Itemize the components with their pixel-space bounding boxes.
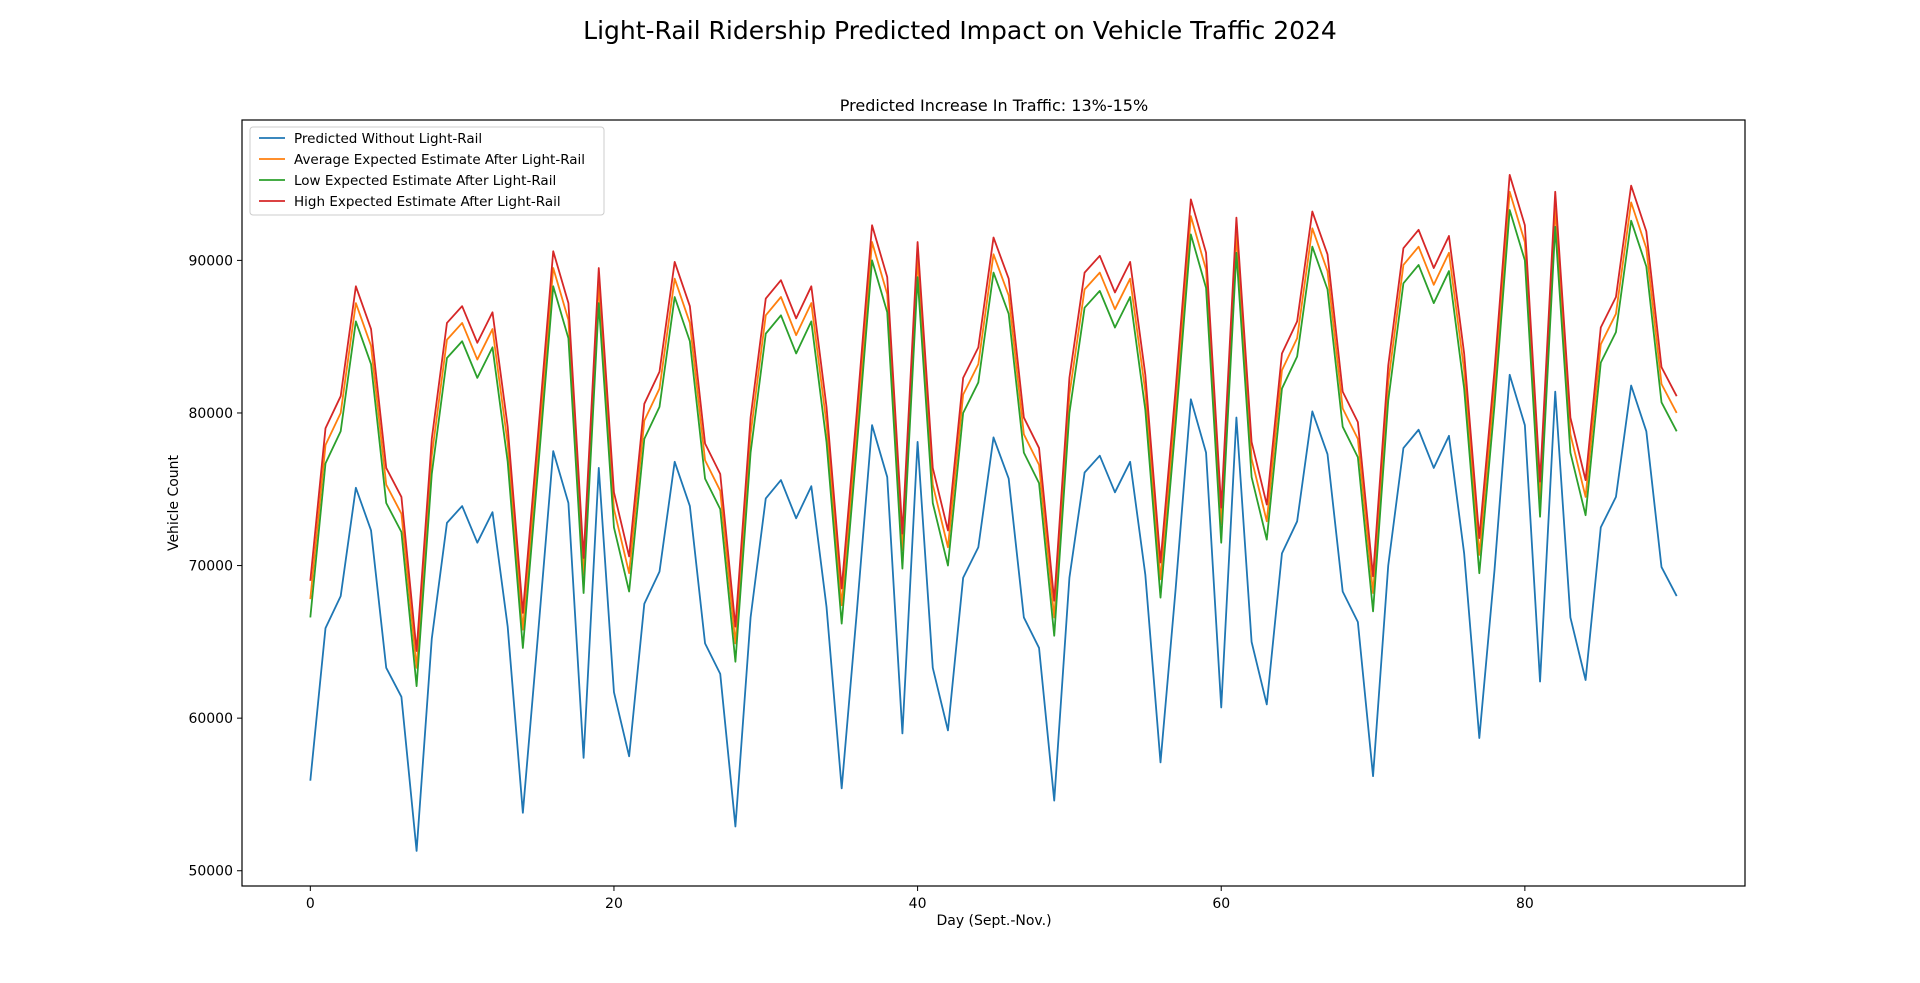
y-tick-label: 50000	[188, 864, 233, 880]
y-tick-label: 80000	[188, 406, 233, 422]
x-axis-ticks: 0 20 40 60 80	[306, 886, 1534, 912]
series-layer	[309, 174, 1678, 852]
legend: Predicted Without Light-Rail Average Expe…	[249, 126, 605, 216]
series-line-2	[309, 190, 1678, 669]
legend-label: Average Expected Estimate After Light-Ra…	[294, 152, 585, 168]
chart-subtitle: Predicted Increase In Traffic: 13%-15%	[840, 96, 1148, 115]
series-line-1	[309, 373, 1678, 852]
x-tick-label: 80	[1516, 896, 1534, 912]
series-line-3	[309, 209, 1678, 688]
legend-label: High Expected Estimate After Light-Rail	[294, 194, 561, 210]
legend-label: Low Expected Estimate After Light-Rail	[294, 173, 556, 189]
x-tick-label: 20	[605, 896, 623, 912]
plot-area: 0 20 40 60 80 50000 60000 70000 80000 90000	[188, 119, 1746, 912]
legend-frame	[249, 126, 605, 216]
x-tick-label: 40	[909, 896, 927, 912]
y-axis-ticks: 50000 60000 70000 80000 90000	[188, 253, 242, 880]
chart-title: Light-Rail Ridership Predicted Impact on…	[583, 16, 1337, 45]
y-tick-label: 60000	[188, 711, 233, 727]
x-tick-label: 60	[1212, 896, 1230, 912]
y-tick-label: 90000	[188, 253, 233, 269]
x-axis-label: Day (Sept.-Nov.)	[936, 913, 1051, 929]
legend-label: Predicted Without Light-Rail	[294, 131, 482, 147]
plot-frame	[241, 119, 1746, 887]
y-tick-label: 70000	[188, 559, 233, 575]
x-tick-label: 0	[306, 896, 315, 912]
series-line-4	[309, 174, 1678, 652]
y-axis-label: Vehicle Count	[166, 454, 182, 551]
